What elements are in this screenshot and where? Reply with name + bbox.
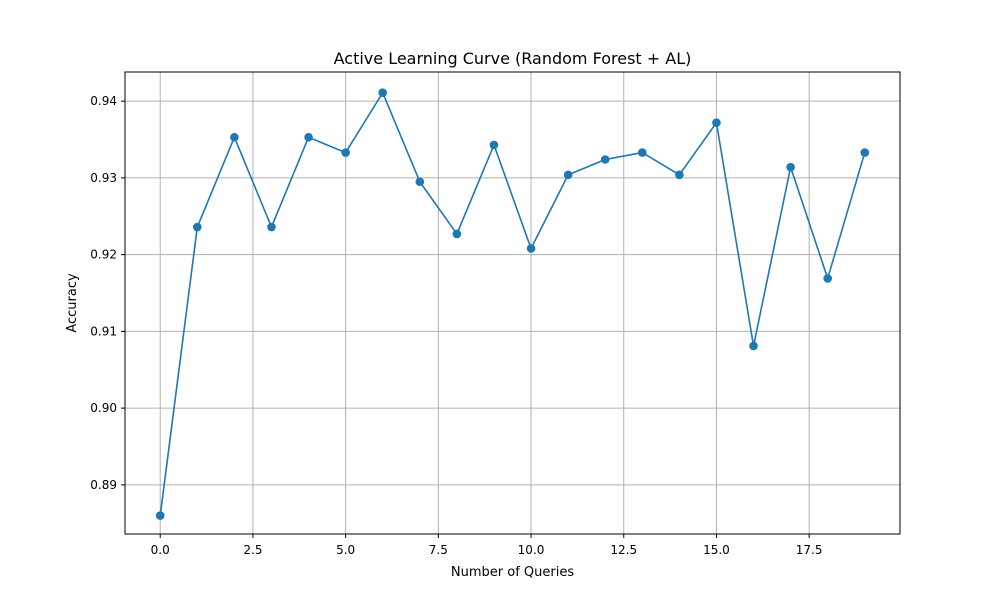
data-point — [675, 170, 684, 180]
data-point — [712, 118, 721, 127]
data-point — [267, 222, 276, 232]
x-tick-label: 12.5 — [610, 543, 637, 557]
series-line — [159, 91, 866, 516]
x-tick-label: 5.0 — [336, 543, 355, 557]
plot-area — [125, 72, 900, 534]
x-axis-label: Number of Queries — [451, 565, 574, 580]
data-point — [193, 222, 202, 232]
x-tick-label: 0.0 — [151, 543, 170, 557]
data-point — [230, 132, 239, 142]
data-point — [489, 140, 499, 150]
data-point — [526, 244, 536, 253]
y-tick-label: 0.90 — [90, 401, 117, 415]
series-layer — [155, 88, 870, 520]
y-axis-label: Accuracy — [65, 273, 80, 333]
y-tick-label: 0.92 — [90, 248, 117, 262]
data-point — [563, 170, 573, 180]
data-point — [341, 148, 350, 157]
data-point — [378, 88, 388, 98]
data-point — [415, 177, 425, 187]
data-point — [155, 511, 165, 520]
chart-title: Active Learning Curve (Random Forest + A… — [334, 49, 692, 68]
y-tick-label: 0.94 — [90, 94, 117, 108]
data-point — [452, 229, 462, 239]
x-tick-label: 2.5 — [243, 543, 262, 557]
data-point — [860, 148, 870, 157]
y-axis-ticks: 0.89 0.90 0.91 0.92 0.93 0.94 — [90, 94, 125, 492]
data-point — [786, 162, 795, 172]
x-tick-label: 17.5 — [796, 543, 823, 557]
x-tick-label: 7.5 — [429, 543, 448, 557]
data-point — [823, 274, 832, 283]
data-point — [600, 155, 610, 164]
data-point — [304, 132, 313, 142]
y-tick-label: 0.93 — [90, 171, 117, 185]
x-tick-label: 10.0 — [518, 543, 545, 557]
data-point — [749, 341, 758, 351]
plot-frame — [124, 71, 901, 535]
x-tick-label: 15.0 — [703, 543, 730, 557]
y-tick-label: 0.91 — [90, 324, 117, 338]
y-tick-label: 0.89 — [90, 478, 117, 492]
x-axis-ticks: 0.0 2.5 5.0 7.5 10.0 12.5 15.0 17.5 — [151, 534, 823, 557]
data-point — [637, 148, 647, 157]
